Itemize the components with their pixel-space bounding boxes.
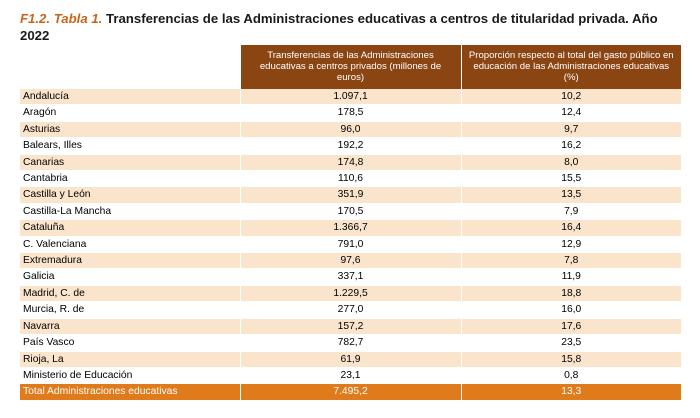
transfers-cell: 178,5 <box>239 104 461 122</box>
proportion-cell: 12,9 <box>460 236 681 254</box>
table-row: Castilla-La Mancha 170,5 7,9 <box>20 203 681 221</box>
total-proportion-cell: 13,3 <box>460 383 681 401</box>
transfers-cell: 96,0 <box>239 121 461 139</box>
table-row: Galicia 337,1 11,9 <box>20 268 681 286</box>
region-cell: Extremadura <box>20 252 240 270</box>
table-header-row: Transferencias de las Administraciones e… <box>20 45 681 89</box>
region-cell: Ministerio de Educación <box>20 367 240 385</box>
proportion-cell: 12,4 <box>460 104 681 122</box>
transfers-cell: 170,5 <box>239 203 461 221</box>
transfers-cell: 174,8 <box>239 154 461 172</box>
proportion-cell: 16,2 <box>460 137 681 155</box>
table-row: Navarra 157,2 17,6 <box>20 318 681 336</box>
proportion-cell: 15,5 <box>460 170 681 188</box>
table-row: País Vasco 782,7 23,5 <box>20 334 681 352</box>
region-cell: Castilla-La Mancha <box>20 203 240 221</box>
proportion-cell: 10,2 <box>460 89 681 106</box>
transfers-cell: 61,9 <box>239 351 461 368</box>
transfers-cell: 1.366,7 <box>239 219 461 237</box>
region-cell: Andalucía <box>20 89 240 106</box>
region-cell: Canarias <box>20 154 240 172</box>
proportion-cell: 8,0 <box>460 154 681 172</box>
table-row: Asturias 96,0 9,7 <box>20 121 681 139</box>
region-cell: Madrid, C. de <box>20 285 240 303</box>
transfers-cell: 157,2 <box>239 318 461 336</box>
header-cell-transfers: Transferencias de las Administraciones e… <box>239 45 461 89</box>
data-table: Transferencias de las Administraciones e… <box>20 45 681 401</box>
header-cell-proportion: Proporción respecto al total del gasto p… <box>460 45 681 89</box>
table-row: Canarias 174,8 8,0 <box>20 154 681 172</box>
transfers-cell: 1.097,1 <box>239 89 461 106</box>
table-row: Extremadura 97,6 7,8 <box>20 252 681 270</box>
table-row: Rioja, La 61,9 15,8 <box>20 351 681 368</box>
transfers-cell: 791,0 <box>239 236 461 254</box>
total-region-cell: Total Administraciones educativas <box>20 383 240 401</box>
transfers-cell: 23,1 <box>239 367 461 385</box>
proportion-cell: 7,8 <box>460 252 681 270</box>
page-title: F1.2. Tabla 1. Transferencias de las Adm… <box>20 10 685 44</box>
title-ref: F1.2. Tabla 1. <box>20 11 103 26</box>
transfers-cell: 351,9 <box>239 186 461 204</box>
header-cell-region <box>20 45 240 89</box>
region-cell: Murcia, R. de <box>20 301 240 319</box>
region-cell: País Vasco <box>20 334 240 352</box>
table-row: Aragón 178,5 12,4 <box>20 104 681 122</box>
proportion-cell: 13,5 <box>460 186 681 204</box>
proportion-cell: 11,9 <box>460 268 681 286</box>
proportion-cell: 0,8 <box>460 367 681 385</box>
region-cell: Galicia <box>20 268 240 286</box>
proportion-cell: 7,9 <box>460 203 681 221</box>
proportion-cell: 16,4 <box>460 219 681 237</box>
table-row: Madrid, C. de 1.229,5 18,8 <box>20 285 681 303</box>
table-body: Andalucía 1.097,1 10,2 Aragón 178,5 12,4 Astur… <box>20 89 681 401</box>
region-cell: Castilla y León <box>20 186 240 204</box>
table-total-row: Total Administraciones educativas 7.495,2… <box>20 383 681 401</box>
title-text: Transferencias de las Administraciones e… <box>20 11 658 43</box>
transfers-cell: 277,0 <box>239 301 461 319</box>
table-row: C. Valenciana 791,0 12,9 <box>20 236 681 254</box>
region-cell: Aragón <box>20 104 240 122</box>
table-row: Castilla y León 351,9 13,5 <box>20 186 681 204</box>
transfers-cell: 192,2 <box>239 137 461 155</box>
region-cell: Cantabria <box>20 170 240 188</box>
table-row: Ministerio de Educación 23,1 0,8 <box>20 367 681 385</box>
table-row: Andalucía 1.097,1 10,2 <box>20 89 681 106</box>
transfers-cell: 110,6 <box>239 170 461 188</box>
proportion-cell: 9,7 <box>460 121 681 139</box>
table-row: Cantabria 110,6 15,5 <box>20 170 681 188</box>
region-cell: Rioja, La <box>20 351 240 368</box>
region-cell: Navarra <box>20 318 240 336</box>
proportion-cell: 15,8 <box>460 351 681 368</box>
transfers-cell: 97,6 <box>239 252 461 270</box>
transfers-cell: 782,7 <box>239 334 461 352</box>
region-cell: Asturias <box>20 121 240 139</box>
table-row: Balears, Illes 192,2 16,2 <box>20 137 681 155</box>
total-transfers-cell: 7.495,2 <box>239 383 461 401</box>
region-cell: C. Valenciana <box>20 236 240 254</box>
proportion-cell: 16,0 <box>460 301 681 319</box>
transfers-cell: 1.229,5 <box>239 285 461 303</box>
proportion-cell: 23,5 <box>460 334 681 352</box>
proportion-cell: 18,8 <box>460 285 681 303</box>
transfers-cell: 337,1 <box>239 268 461 286</box>
proportion-cell: 17,6 <box>460 318 681 336</box>
table-row: Murcia, R. de 277,0 16,0 <box>20 301 681 319</box>
table-row: Cataluña 1.366,7 16,4 <box>20 219 681 237</box>
region-cell: Balears, Illes <box>20 137 240 155</box>
region-cell: Cataluña <box>20 219 240 237</box>
